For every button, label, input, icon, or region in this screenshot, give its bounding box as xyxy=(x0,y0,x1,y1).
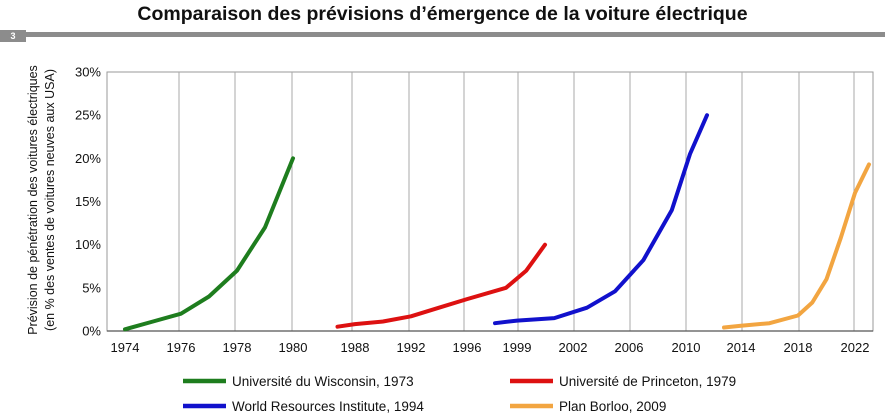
x-tick-label: 2006 xyxy=(615,340,644,355)
legend-label-1: Université du Wisconsin, 1973 xyxy=(232,374,414,389)
x-tick-label: 2022 xyxy=(841,340,870,355)
x-tick-label: 1996 xyxy=(453,340,482,355)
x-tick-label: 1978 xyxy=(223,340,252,355)
slide-number: 3 xyxy=(0,30,26,42)
x-tick-label: 2014 xyxy=(727,340,756,355)
x-tick-label: 1992 xyxy=(397,340,426,355)
x-tick-label: 1980 xyxy=(279,340,308,355)
y-axis-label-line2: (en % des ventes de voitures neuves aux … xyxy=(43,69,57,331)
slide-header-bar xyxy=(0,32,885,37)
y-axis-label-line1: Prévision de pénétration des voitures él… xyxy=(26,65,40,335)
x-tick-label: 2010 xyxy=(672,340,701,355)
legend-label-4: Plan Borloo, 2009 xyxy=(559,399,666,414)
chart-title: Comparaison des prévisions d’émergence d… xyxy=(137,3,748,25)
x-tick-label: 2018 xyxy=(784,340,813,355)
y-tick-label: 0% xyxy=(82,324,101,339)
series-line-3 xyxy=(493,113,709,326)
y-tick-label: 15% xyxy=(75,194,101,209)
x-tick-label: 2002 xyxy=(559,340,588,355)
x-tick-label: 1976 xyxy=(167,340,196,355)
y-tick-label: 30% xyxy=(75,65,101,80)
y-tick-label: 10% xyxy=(75,237,101,252)
y-tick-label: 20% xyxy=(75,151,101,166)
series-line-1 xyxy=(123,156,295,332)
y-tick-label: 25% xyxy=(75,108,101,123)
y-tick-label: 5% xyxy=(82,280,101,295)
legend-label-3: World Resources Institute, 1994 xyxy=(232,399,424,414)
series-line-4 xyxy=(722,162,871,330)
x-tick-label: 1999 xyxy=(503,340,532,355)
series-line-2 xyxy=(335,242,547,329)
x-tick-label: 1974 xyxy=(111,340,140,355)
legend-label-2: Université de Princeton, 1979 xyxy=(559,374,736,389)
x-tick-label: 1988 xyxy=(341,340,370,355)
